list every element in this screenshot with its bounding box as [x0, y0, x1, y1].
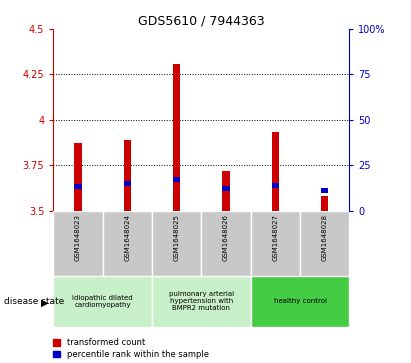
Text: healthy control: healthy control: [274, 298, 326, 304]
Bar: [251, 276, 349, 327]
Text: GSM1648027: GSM1648027: [272, 214, 278, 261]
Bar: [272, 132, 279, 211]
Bar: [53, 211, 103, 276]
Text: ▶: ▶: [41, 298, 48, 308]
Bar: [222, 186, 230, 191]
Bar: [152, 211, 201, 276]
Text: GSM1648025: GSM1648025: [174, 214, 180, 261]
Title: GDS5610 / 7944363: GDS5610 / 7944363: [138, 15, 265, 28]
Bar: [53, 276, 152, 327]
Bar: [173, 177, 180, 182]
Bar: [272, 183, 279, 188]
Text: GSM1648026: GSM1648026: [223, 214, 229, 261]
Bar: [74, 184, 82, 189]
Bar: [222, 171, 230, 211]
Text: idiopathic dilated
cardiomyopathy: idiopathic dilated cardiomyopathy: [72, 295, 133, 308]
Bar: [173, 64, 180, 211]
Bar: [321, 188, 328, 193]
Text: GSM1648024: GSM1648024: [125, 214, 130, 261]
Bar: [124, 181, 131, 186]
Legend: transformed count, percentile rank within the sample: transformed count, percentile rank withi…: [53, 338, 209, 359]
Bar: [300, 211, 349, 276]
Bar: [251, 211, 300, 276]
Text: GSM1648028: GSM1648028: [322, 214, 328, 261]
Bar: [201, 211, 251, 276]
Bar: [321, 196, 328, 211]
Bar: [74, 143, 82, 211]
Bar: [152, 276, 251, 327]
Text: GSM1648023: GSM1648023: [75, 214, 81, 261]
Bar: [124, 140, 131, 211]
Text: disease state: disease state: [4, 297, 65, 306]
Bar: [103, 211, 152, 276]
Text: pulmonary arterial
hypertension with
BMPR2 mutation: pulmonary arterial hypertension with BMP…: [169, 291, 234, 311]
